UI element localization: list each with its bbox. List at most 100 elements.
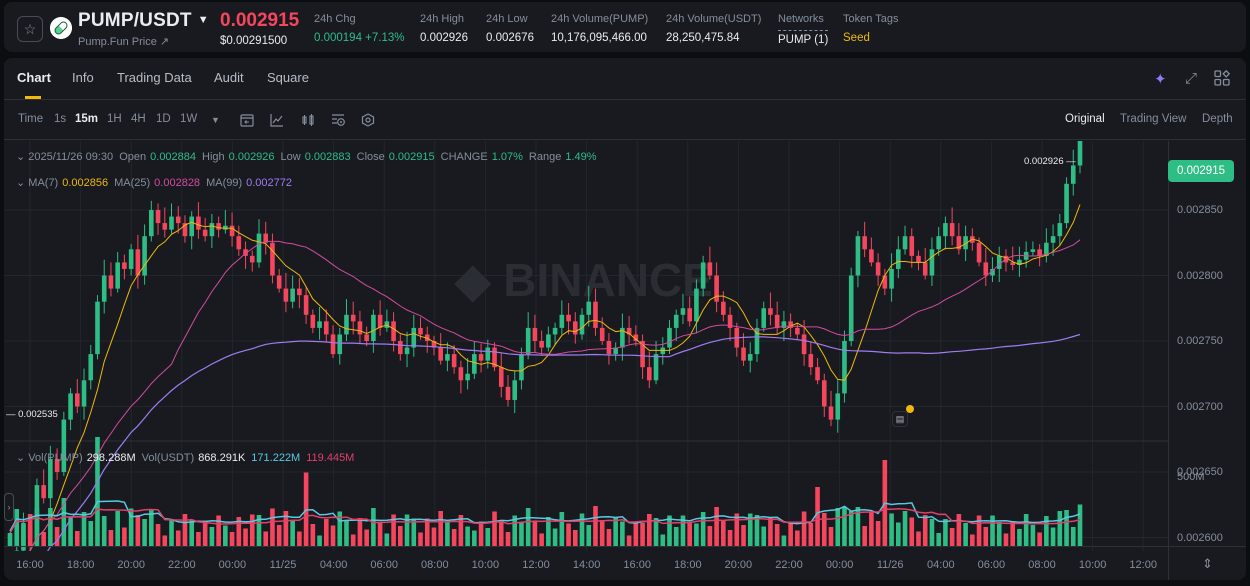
stat-label: 24h Chg <box>314 13 356 25</box>
high-value: 0.002926 <box>228 151 275 163</box>
ai-sparkle-icon[interactable]: ✦ <box>1154 71 1167 88</box>
stat-token-tags: Token Tags Seed <box>843 13 898 44</box>
ma-legend: ⌄ MA(7) 0.002856 MA(25) 0.002828 MA(99) 0.002… <box>16 177 293 189</box>
vol-pump-value: 298.288M <box>86 452 136 464</box>
price-tick: 0.002800 <box>1177 269 1223 282</box>
low-marker: — 0.002535 <box>6 409 58 420</box>
time-tick: 14:00 <box>572 559 601 571</box>
time-tick: 06:00 <box>977 559 1006 571</box>
tab-trading-data[interactable]: Trading Data <box>117 70 192 85</box>
time-tick: 22:00 <box>168 559 196 571</box>
stat-networks: Networks PUMP (1) <box>778 13 829 46</box>
stat-value: Seed <box>843 32 870 44</box>
interval-1s[interactable]: 1s <box>54 113 67 125</box>
interval-15m[interactable]: 15m <box>75 113 99 125</box>
ohlc-legend: ⌄ 2025/11/26 09:30 Open 0.002884 High 0.002… <box>16 151 597 163</box>
low-value: 0.002883 <box>304 151 351 163</box>
time-tick: 11/25 <box>269 559 297 571</box>
chart-settings-list-icon[interactable] <box>331 113 346 130</box>
time-tick: 00:00 <box>825 559 854 571</box>
tab-chart[interactable]: Chart <box>17 70 51 99</box>
collapse-chevron-icon[interactable]: ⌄ <box>16 151 26 163</box>
view-trading-view[interactable]: Trading View <box>1120 113 1187 125</box>
chart-panel: Chart Info Trading Data Audit Square ✦ ⤢ Tim… <box>4 58 1246 580</box>
tab-info[interactable]: Info <box>72 70 94 85</box>
expand-left-handle[interactable]: › <box>4 493 14 521</box>
view-depth[interactable]: Depth <box>1202 113 1233 125</box>
auto-scale-icon[interactable]: ⇕ <box>1168 547 1246 580</box>
candle-type-icon[interactable] <box>301 113 315 130</box>
token-price-link[interactable]: Pump.Fun Price ↗ <box>78 36 170 48</box>
interval-1h[interactable]: 1H <box>107 113 122 125</box>
vol-ma1-value: 171.222M <box>251 452 301 464</box>
pair-selector[interactable]: PUMP/USDT ▼ <box>78 10 209 32</box>
time-tick: 12:00 <box>1129 559 1157 571</box>
ma7-value: 0.002856 <box>62 177 109 189</box>
time-tick: 04:00 <box>319 559 348 571</box>
close-value: 0.002915 <box>388 151 435 163</box>
time-axis[interactable]: 16:00 18:00 20:00 22:00 00:00 11/25 04:00 06:00… <box>4 546 1246 580</box>
stat-value: 0.000194 +7.13% <box>314 32 405 44</box>
last-price: 0.002915 <box>220 10 300 31</box>
price-tick: 0.002750 <box>1177 335 1223 347</box>
interval-1w[interactable]: 1W <box>180 113 198 125</box>
chart-toolbar: Time 1s 15m 1H 4H 1D 1W ▼ Original Trading View… <box>4 100 1246 140</box>
interval-time[interactable]: Time <box>18 113 44 125</box>
time-tick: 08:00 <box>421 559 449 571</box>
stat-24h-volume-pump-: 24h Volume(PUMP) 10,176,095,466.00 <box>551 13 648 44</box>
layout-grid-icon[interactable] <box>1214 69 1231 90</box>
indicators-icon[interactable] <box>270 113 284 130</box>
time-tick: 20:00 <box>117 559 145 571</box>
candlestick-chart[interactable]: ◆ BINANCE ⌄ 2025/11/26 09:30 Open 0.00288… <box>4 141 1246 551</box>
view-original[interactable]: Original <box>1065 113 1105 125</box>
time-tick: 08:00 <box>1028 559 1056 571</box>
calendar-goto-icon[interactable] <box>240 113 254 130</box>
tab-square[interactable]: Square <box>267 70 309 85</box>
more-intervals-caret-icon[interactable]: ▼ <box>211 115 220 125</box>
time-tick: 10:00 <box>1078 559 1107 571</box>
price-axis[interactable]: 0.002850 0.002800 0.002750 0.002700 0.002650… <box>1168 141 1246 551</box>
stat-label: Networks <box>778 13 824 25</box>
favorite-star-icon[interactable]: ☆ <box>17 16 43 42</box>
stat-label: Token Tags <box>843 13 899 25</box>
stat-value: 28,250,475.84 <box>666 32 740 44</box>
high-marker: 0.002926 — <box>1024 156 1076 167</box>
pair-name: PUMP/USDT <box>78 10 192 31</box>
stat-label: 24h High <box>420 13 465 25</box>
volume-legend: ⌄ Vol(PUMP) 298.288M Vol(USDT) 868.291K 171.… <box>16 452 355 464</box>
expand-icon[interactable]: ⤢ <box>1185 70 1198 87</box>
time-tick: 00:00 <box>218 559 247 571</box>
usd-price: $0.00291500 <box>220 35 288 47</box>
stat-24h-low: 24h Low 0.002676 <box>486 13 534 44</box>
current-price-badge: 0.002915 <box>1168 160 1234 182</box>
time-tick: 06:00 <box>370 559 398 571</box>
hexagon-settings-icon[interactable] <box>361 113 375 130</box>
collapse-chevron-icon[interactable]: ⌄ <box>16 452 26 464</box>
time-tick: 10:00 <box>471 559 500 571</box>
stat-value: 10,176,095,466.00 <box>551 32 647 44</box>
ticker-header: ☆ PUMP/USDT ▼ Pump.Fun Price ↗ 0.002915 $… <box>4 2 1246 52</box>
time-tick: 12:00 <box>522 559 550 571</box>
stat-value: 0.002926 <box>420 32 468 44</box>
candle-datetime: 2025/11/26 09:30 <box>28 151 114 163</box>
stat-label: 24h Low <box>486 13 528 25</box>
interval-1d[interactable]: 1D <box>156 113 171 125</box>
svg-text:◆ BINANCE: ◆ BINANCE <box>454 254 713 306</box>
time-tick: 04:00 <box>927 559 955 571</box>
news-event-icon[interactable]: ▤ <box>892 411 908 427</box>
price-tick: 0.002850 <box>1177 204 1223 216</box>
vol-usdt-value: 868.291K <box>198 452 246 464</box>
ma25-value: 0.002828 <box>154 177 201 189</box>
collapse-chevron-icon[interactable]: ⌄ <box>16 177 26 189</box>
change-value: 1.07% <box>491 151 523 163</box>
interval-4h[interactable]: 4H <box>131 113 146 125</box>
stat-label: 24h Volume(PUMP) <box>551 13 649 25</box>
volume-axis-label: 500M <box>1177 471 1205 483</box>
time-tick: 18:00 <box>674 559 702 571</box>
stat-value: 0.002676 <box>486 32 534 44</box>
time-tick: 16:00 <box>16 559 44 571</box>
tab-audit[interactable]: Audit <box>214 70 244 85</box>
stat-24h-high: 24h High 0.002926 <box>420 13 468 44</box>
stat-value[interactable]: PUMP (1) <box>778 30 829 46</box>
price-tick: 0.002700 <box>1177 400 1223 413</box>
